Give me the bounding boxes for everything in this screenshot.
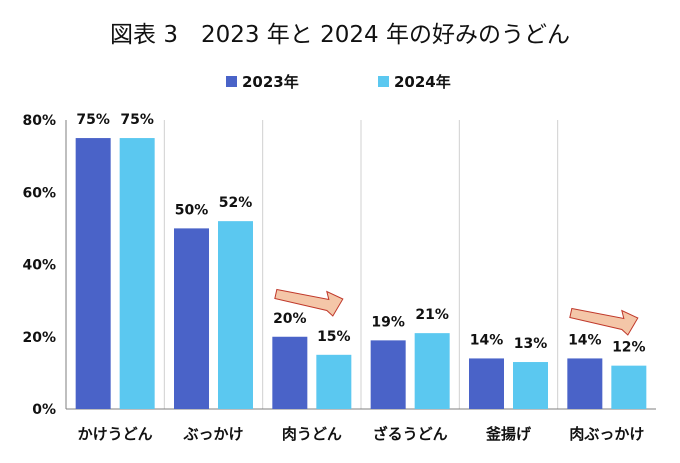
trend-arrow-icon xyxy=(569,307,639,336)
bar-2023 xyxy=(272,336,308,409)
data-label: 20% xyxy=(273,311,307,327)
y-tick-label: 40% xyxy=(22,258,56,274)
data-label: 21% xyxy=(415,307,449,323)
bar-2024 xyxy=(611,365,647,409)
data-label: 13% xyxy=(514,336,548,352)
y-tick-label: 60% xyxy=(22,185,56,201)
data-label: 15% xyxy=(317,329,351,345)
chart-title: 図表 3 2023 年と 2024 年の好みのうどん xyxy=(110,22,570,48)
bar-2024 xyxy=(218,221,253,409)
category-label: 肉ぶっかけ xyxy=(569,425,644,443)
bar-2024 xyxy=(513,362,548,409)
category-label: 釜揚げ xyxy=(485,425,532,443)
category-label: かけうどん xyxy=(78,425,153,443)
data-label: 14% xyxy=(568,332,602,348)
data-label: 52% xyxy=(219,195,253,211)
bar-2023 xyxy=(469,358,504,409)
plot-area: 0% 20% 40% 60% 80% 75% 75% かけうどん 50% 52% ぶっかけ 20% 15… xyxy=(22,112,656,443)
y-tick-label: 20% xyxy=(22,330,56,346)
data-label: 12% xyxy=(612,340,646,356)
y-tick-label: 0% xyxy=(32,402,56,418)
legend-label-2023: 2023年 xyxy=(242,73,299,91)
category-label: 肉うどん xyxy=(282,425,342,443)
data-label: 50% xyxy=(175,202,209,218)
data-label: 19% xyxy=(371,314,405,330)
bar-2024 xyxy=(119,138,155,409)
bar-2023 xyxy=(75,138,111,409)
data-label: 75% xyxy=(120,112,154,128)
legend-swatch-2023 xyxy=(226,76,237,87)
data-label: 14% xyxy=(470,332,504,348)
bar-2024 xyxy=(316,354,352,409)
legend-label-2024: 2024年 xyxy=(394,73,451,91)
data-label: 75% xyxy=(76,112,110,128)
legend-swatch-2024 xyxy=(378,76,389,87)
bar-2023 xyxy=(567,358,603,409)
bar-2023 xyxy=(370,340,406,409)
category-label: ぶっかけ xyxy=(182,425,243,443)
trend-arrow-icon xyxy=(274,288,344,317)
category-label: ざるうどん xyxy=(373,425,448,443)
y-tick-label: 80% xyxy=(22,113,56,129)
bar-2024 xyxy=(414,333,450,409)
bar-2023 xyxy=(174,228,209,409)
